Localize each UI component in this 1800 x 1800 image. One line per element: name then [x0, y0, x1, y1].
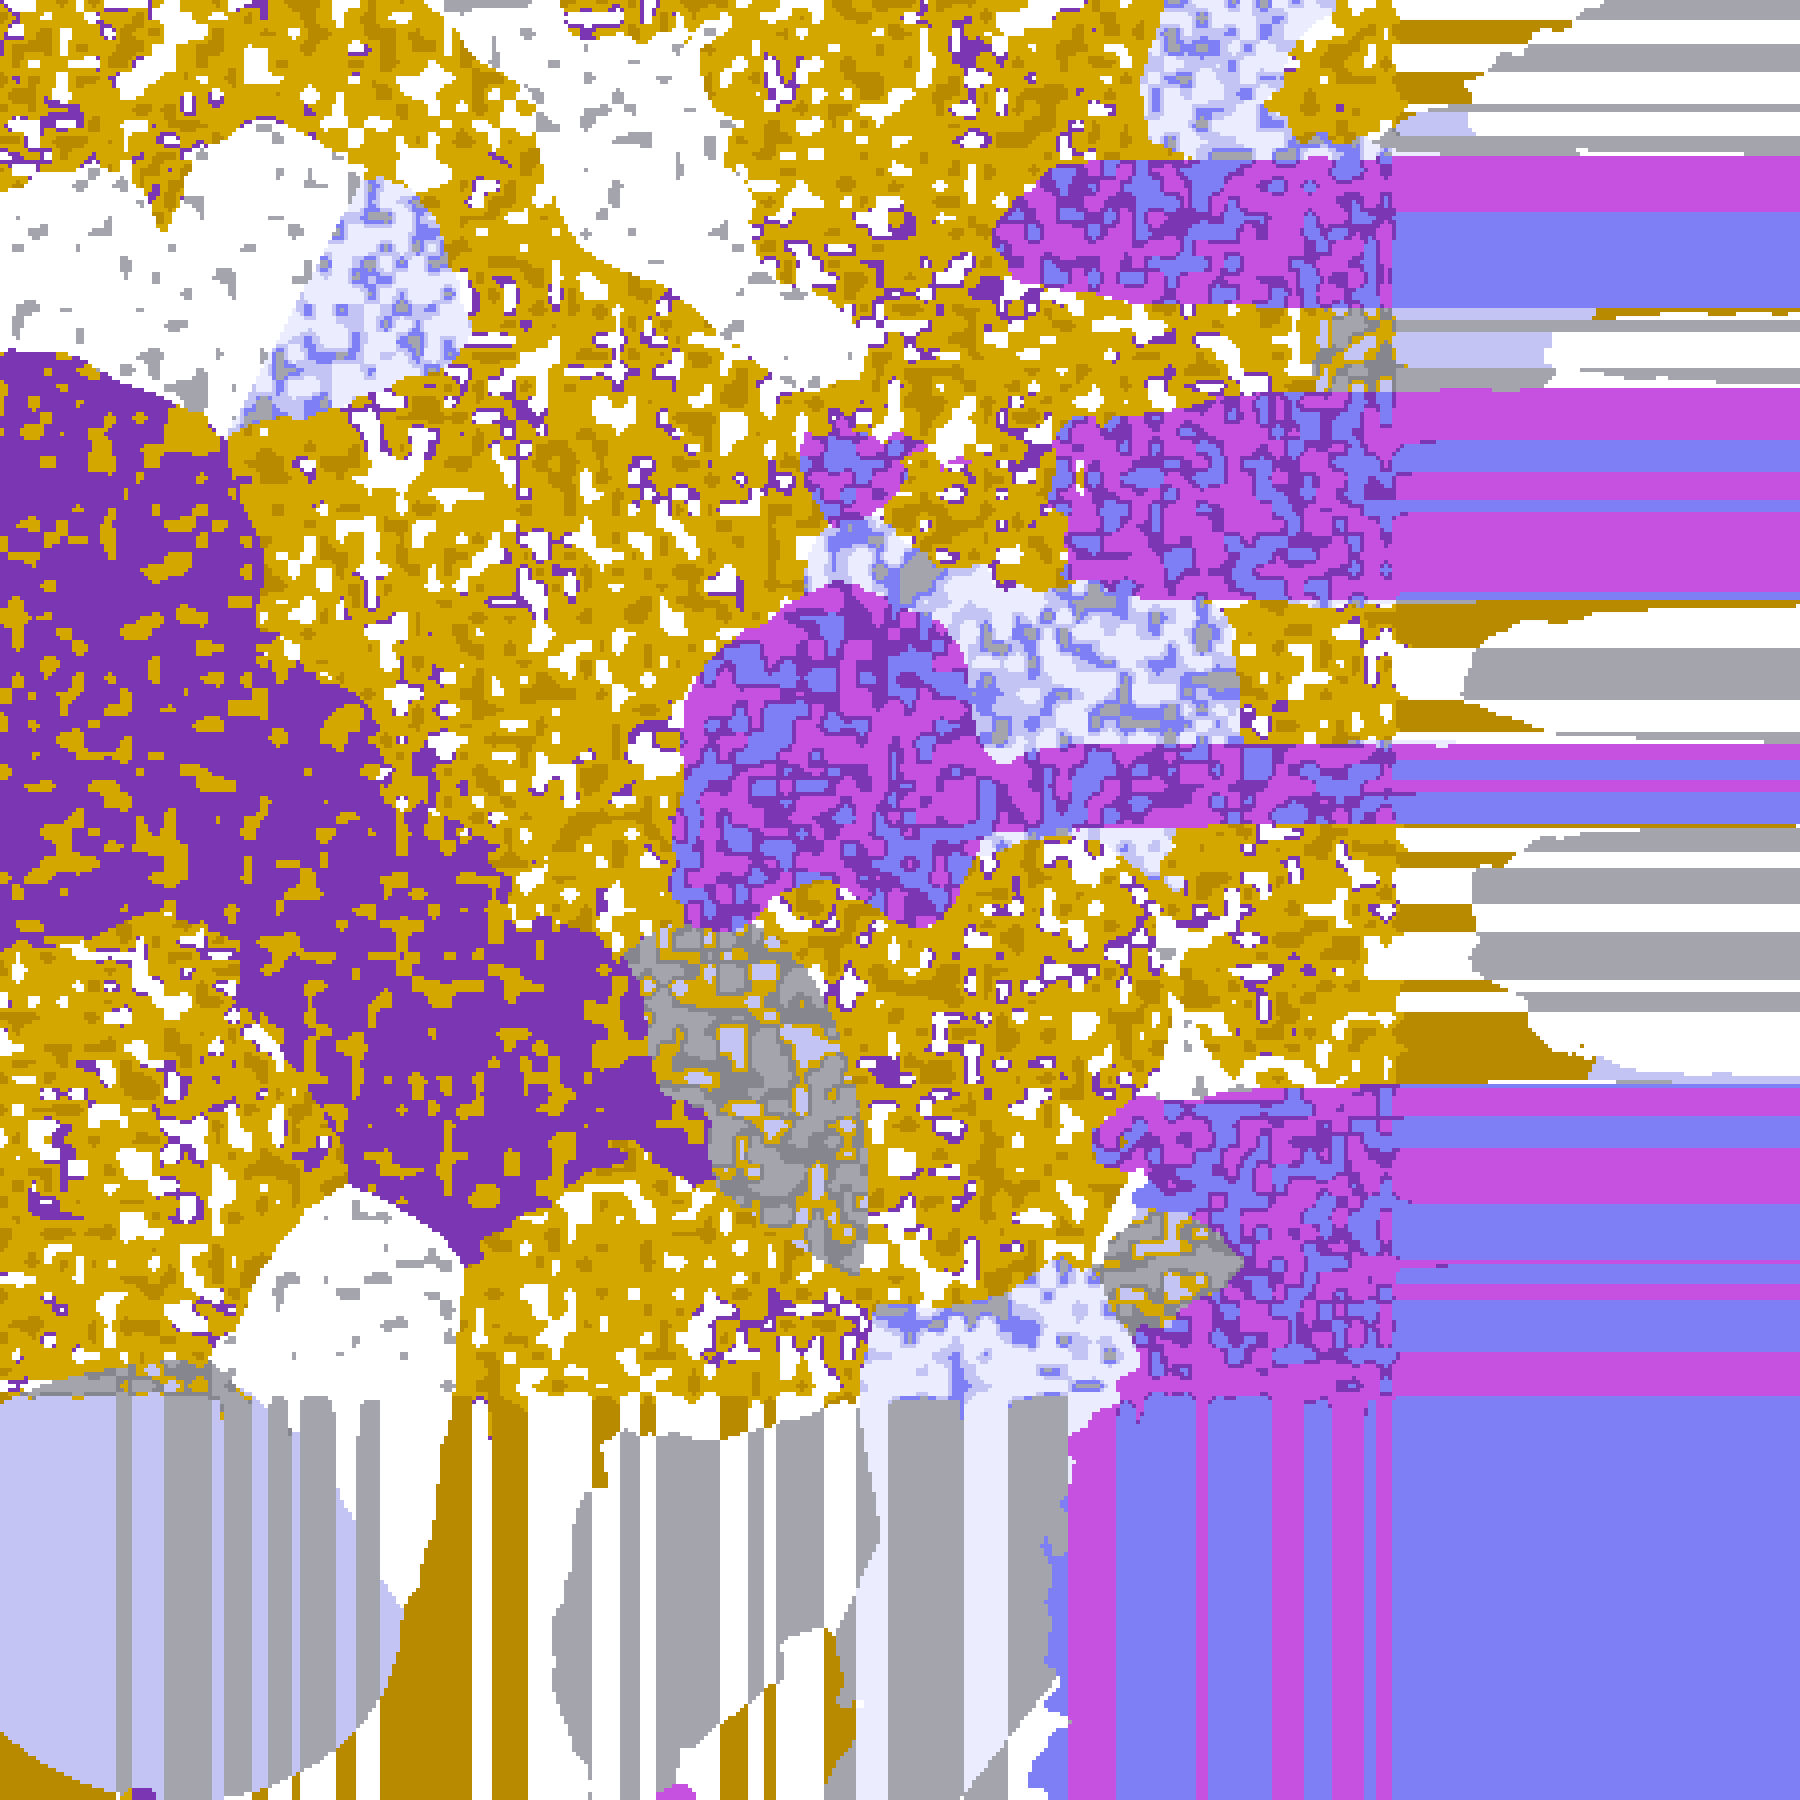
- satellite-map: [0, 0, 1800, 1800]
- classified-imagery-canvas: [0, 0, 1800, 1800]
